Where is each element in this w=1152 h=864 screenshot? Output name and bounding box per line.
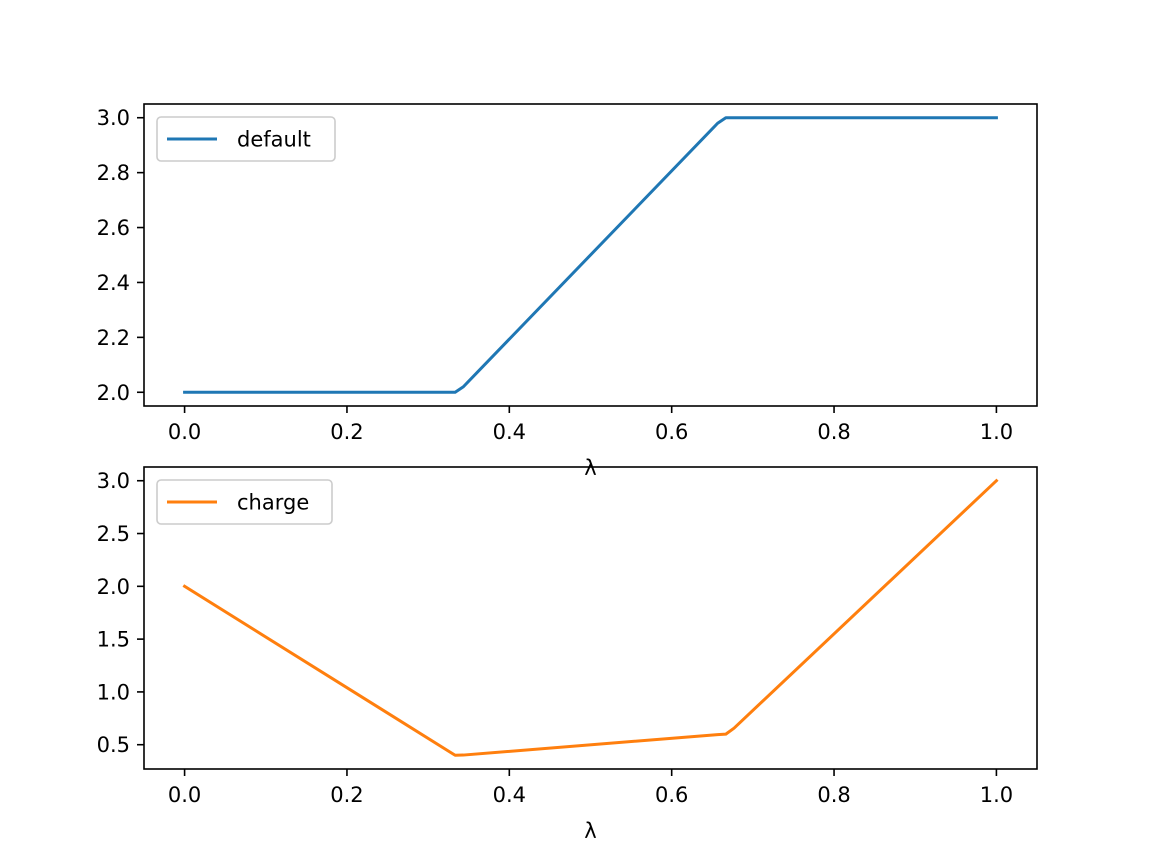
x-tick-label: 0.8 (817, 420, 850, 444)
y-tick-label: 0.5 (97, 733, 130, 757)
series-line-default (183, 116, 998, 394)
x-tick-label: 0.0 (168, 420, 201, 444)
axes-frame (143, 103, 1038, 407)
x-tick-label: 0.2 (330, 783, 363, 807)
x-tick-label: 1.0 (980, 783, 1013, 807)
axes-frame (143, 466, 1038, 770)
x-tick-label: 0.4 (493, 783, 526, 807)
legend-box (156, 116, 336, 162)
y-tick-label: 3.0 (97, 469, 130, 493)
y-tick-label: 1.5 (97, 628, 130, 652)
y-tick-label: 2.0 (97, 381, 130, 405)
y-tick-label: 2.0 (97, 575, 130, 599)
legend-label-default: default (237, 128, 311, 152)
x-tick-label: 0.2 (330, 420, 363, 444)
y-tick-label: 2.4 (97, 271, 130, 295)
chart-panel-1: 0.0 0.2 0.4 0.6 0.8 1.0 2.0 2.2 2.4 2.6 2.8 3.0 λ def… (97, 103, 1038, 480)
series-line-charge (182, 478, 999, 757)
y-tick-label: 2.8 (97, 161, 130, 185)
y-tick-label: 1.0 (97, 680, 130, 704)
x-tick-label: 0.6 (655, 420, 688, 444)
x-tick-label: 0.6 (655, 783, 688, 807)
legend-label-charge: charge (237, 491, 309, 515)
y-tick-label: 2.5 (97, 522, 130, 546)
y-tick-label: 2.2 (97, 326, 130, 350)
x-axis-label: λ (584, 456, 596, 480)
y-tick-label: 3.0 (97, 106, 130, 130)
legend: default (156, 116, 336, 162)
x-axis-label: λ (584, 819, 596, 843)
x-tick-label: 0.0 (168, 783, 201, 807)
x-tick-label: 1.0 (980, 420, 1013, 444)
legend: charge (156, 479, 333, 525)
chart-panel-2: 0.0 0.2 0.4 0.6 0.8 1.0 0.5 1.0 1.5 2.0 2.5 3.0 λ cha… (97, 466, 1038, 843)
legend-box (156, 479, 333, 525)
x-tick-label: 0.8 (817, 783, 850, 807)
y-tick-label: 2.6 (97, 216, 130, 240)
x-tick-label: 0.4 (493, 420, 526, 444)
